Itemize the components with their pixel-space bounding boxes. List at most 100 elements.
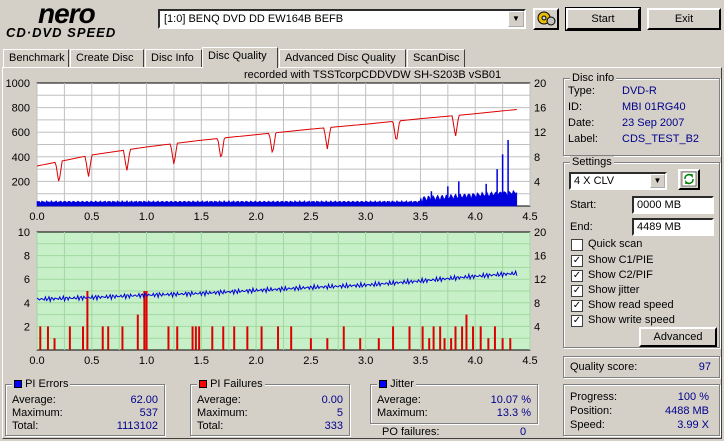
show-c2-pif-label: Show C2/PIF <box>588 269 653 281</box>
disc-type-label: Type: <box>568 85 595 97</box>
pi-failures-avg-value: 0.00 <box>321 394 343 406</box>
x-tick-label: 4.0 <box>468 211 483 223</box>
jitter-group: Jitter Average: 10.07 % Maximum: 13.3 % <box>370 378 538 424</box>
x-tick-label: 2.0 <box>248 355 263 367</box>
pi-errors-swatch <box>14 380 22 389</box>
pi-errors-avg-label: Average: <box>12 394 56 406</box>
x-tick-label: 0.5 <box>84 211 99 223</box>
tab-disc-info[interactable]: Disc Info <box>145 49 202 67</box>
position-value: 4488 MB <box>664 405 709 417</box>
start-button[interactable]: Start <box>565 7 641 31</box>
disc-gear-icon <box>537 11 556 26</box>
pi-failures-swatch <box>199 380 207 389</box>
show-jitter-label: Show jitter <box>588 284 640 296</box>
show-read-speed-checkbox[interactable]: ✓ <box>571 300 583 312</box>
x-tick-label: 3.0 <box>358 355 373 367</box>
pi-failures-avg-label: Average: <box>197 394 241 406</box>
jitter-avg-label: Average: <box>377 394 421 406</box>
disc-id-value: MBI 01RG40 <box>622 101 686 113</box>
po-failures-label: PO failures: <box>382 426 440 438</box>
y-right-tick-label: 16 <box>534 251 546 263</box>
quality-score-label: Quality score: <box>570 361 638 373</box>
y-left-tick-label: 600 <box>12 127 30 139</box>
y-right-tick-label: 12 <box>534 127 546 139</box>
tab-disc-quality[interactable]: Disc Quality <box>202 47 278 68</box>
y-left-tick-label: 1000 <box>6 78 30 90</box>
jitter-title: Jitter <box>390 378 414 390</box>
pi-errors-avg-value: 62.00 <box>130 394 158 406</box>
tab-scandisc[interactable]: ScanDisc <box>407 49 465 67</box>
speed-select[interactable]: 4 X CLV ▼ <box>569 172 667 190</box>
nero-logo: nero CD·DVD SPEED <box>4 0 154 42</box>
chevron-down-icon[interactable]: ▼ <box>650 174 665 188</box>
speed-label: Speed: <box>570 419 605 431</box>
drive-options-button[interactable] <box>533 8 559 30</box>
jitter-max-value: 13.3 % <box>496 407 531 419</box>
pi-errors-group: PI Errors Average: 62.00 Maximum: 537 To… <box>5 378 165 436</box>
read-speed-line <box>36 108 517 182</box>
tab-create-disc[interactable]: Create Disc <box>70 49 144 67</box>
tab-benchmark[interactable]: Benchmark <box>3 49 69 67</box>
x-tick-label: 4.5 <box>522 211 537 223</box>
end-input[interactable]: 4489 MB <box>632 218 714 236</box>
refresh-speed-button[interactable] <box>678 169 700 190</box>
pi-errors-max-label: Maximum: <box>12 407 63 419</box>
progress-value: 100 % <box>677 391 709 403</box>
pi-failures-title: PI Failures <box>210 378 263 390</box>
pi-failures-max-label: Maximum: <box>197 407 248 419</box>
show-write-speed-checkbox[interactable]: ✓ <box>571 315 583 327</box>
tab-advanced-disc-quality[interactable]: Advanced Disc Quality <box>279 49 406 67</box>
x-tick-label: 0.0 <box>29 211 44 223</box>
refresh-icon <box>681 171 697 187</box>
pi-failures-group: PI Failures Average: 0.00 Maximum: 5 Tot… <box>190 378 350 436</box>
pi-failures-title-wrap: PI Failures <box>197 378 265 390</box>
x-tick-label: 0.0 <box>29 355 44 367</box>
pi-failures-max-value: 5 <box>336 407 343 419</box>
pi-failures-total-value: 333 <box>324 420 343 432</box>
chart-header: recorded with TSSTcorpCDDVDW SH-S203B vS… <box>244 69 502 81</box>
x-tick-label: 4.5 <box>522 355 537 367</box>
pi-errors-title: PI Errors <box>25 378 69 390</box>
quick-scan-checkbox[interactable] <box>571 239 583 251</box>
y-right-tick-label: 20 <box>534 227 546 239</box>
exit-button[interactable]: Exit <box>647 8 721 30</box>
pi-errors-area <box>36 189 518 207</box>
quick-scan-label: Quick scan <box>588 238 643 250</box>
y-left-tick-label: 8 <box>24 251 30 263</box>
start-input[interactable]: 0000 MB <box>632 196 714 214</box>
progress-group: Progress: 100 % Position: 4488 MB Speed:… <box>563 384 720 436</box>
show-jitter-checkbox[interactable]: ✓ <box>571 285 583 297</box>
jitter-max-label: Maximum: <box>377 407 428 419</box>
show-c2-pif-checkbox[interactable]: ✓ <box>571 270 583 282</box>
disc-info-group: Disc info Type: DVD-R ID: MBI 01RG40 Dat… <box>563 72 720 156</box>
y-right-tick-label: 20 <box>534 78 546 90</box>
settings-group: Settings 4 X CLV ▼ Start: 0000 MB End: 4… <box>563 156 720 348</box>
logo-top-text: nero <box>38 0 96 29</box>
show-c1-pie-checkbox[interactable]: ✓ <box>571 255 583 267</box>
y-left-tick-label: 2 <box>24 321 30 333</box>
disc-label-value: CDS_TEST_B2 <box>622 133 700 145</box>
position-label: Position: <box>570 405 613 417</box>
x-tick-label: 3.0 <box>358 211 373 223</box>
chevron-down-icon[interactable]: ▼ <box>508 11 524 27</box>
speed-select-value: 4 X CLV <box>574 175 615 187</box>
y-left-tick-label: 200 <box>12 176 30 188</box>
show-c1-pie-label: Show C1/PIE <box>588 254 654 266</box>
y-right-tick-label: 16 <box>534 103 546 115</box>
y-right-tick-label: 4 <box>534 176 540 188</box>
disc-label-label: Label: <box>568 133 598 145</box>
start-label: Start: <box>570 199 597 211</box>
settings-title: Settings <box>570 156 614 168</box>
pi-errors-title-wrap: PI Errors <box>12 378 71 390</box>
jitter-line <box>36 269 518 304</box>
x-tick-label: 1.0 <box>139 355 154 367</box>
logo-bottom-text: CD·DVD SPEED <box>6 25 117 40</box>
drive-select[interactable]: [1:0] BENQ DVD DD EW164B BEFB ▼ <box>158 9 526 29</box>
x-tick-label: 1.5 <box>194 211 209 223</box>
y-right-tick-label: 8 <box>534 152 540 164</box>
advanced-button[interactable]: Advanced <box>639 327 717 347</box>
x-tick-label: 2.5 <box>303 355 318 367</box>
y-left-tick-label: 4 <box>24 298 30 310</box>
pi-errors-max-value: 537 <box>139 407 158 419</box>
jitter-title-wrap: Jitter <box>377 378 416 390</box>
